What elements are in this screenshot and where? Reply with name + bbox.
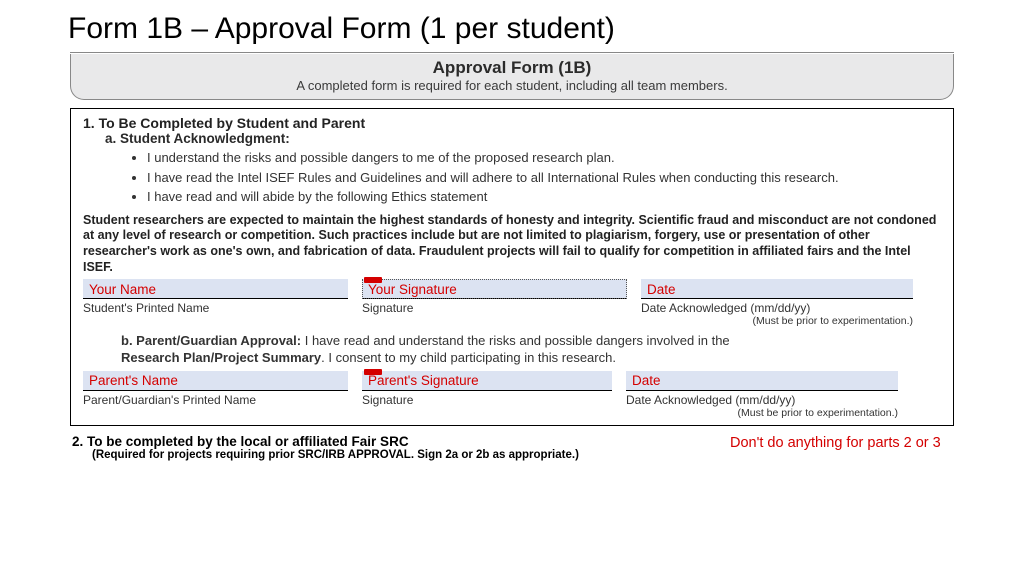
cursor-marker-icon <box>364 277 382 283</box>
student-name-label: Student's Printed Name <box>83 301 348 315</box>
cursor-marker-icon <box>364 369 382 375</box>
student-signature-row: Your Name Student's Printed Name Your Si… <box>83 279 941 327</box>
section-1-title: 1. To Be Completed by Student and Parent <box>83 115 941 131</box>
parent-signature-fill: Parent's Signature <box>368 373 479 388</box>
sub-b-text: b. Parent/Guardian Approval: I have read… <box>121 333 941 367</box>
ethics-statement: Student researchers are expected to main… <box>83 213 941 276</box>
bullet-item: I understand the risks and possible dang… <box>147 148 941 168</box>
student-date-sublabel: (Must be prior to experimentation.) <box>641 315 913 327</box>
student-signature-field[interactable]: Your Signature <box>362 279 627 299</box>
parent-date-label: Date Acknowledged (mm/dd/yy) <box>626 393 898 407</box>
bullet-item: I have read the Intel ISEF Rules and Gui… <box>147 168 941 188</box>
acknowledgment-bullets: I understand the risks and possible dang… <box>147 148 941 207</box>
section-2-title: 2. To be completed by the local or affil… <box>72 434 724 449</box>
student-name-field[interactable]: Your Name <box>83 279 348 299</box>
student-date-label: Date Acknowledged (mm/dd/yy) <box>641 301 913 315</box>
parent-date-sublabel: (Must be prior to experimentation.) <box>626 407 898 419</box>
form-header-subtitle: A completed form is required for each st… <box>81 78 943 93</box>
sub-b-lead: b. Parent/Guardian Approval: <box>121 333 305 348</box>
student-signature-fill: Your Signature <box>368 282 457 297</box>
sub-b-text1: I have read and understand the risks and… <box>305 333 730 348</box>
parent-name-label: Parent/Guardian's Printed Name <box>83 393 348 407</box>
section-1-box: 1. To Be Completed by Student and Parent… <box>70 108 954 426</box>
instruction-note: Don't do anything for parts 2 or 3 <box>724 434 954 461</box>
section-2-row: 2. To be completed by the local or affil… <box>70 434 954 461</box>
parent-date-field[interactable]: Date <box>626 371 898 391</box>
bullet-item: I have read and will abide by the follow… <box>147 187 941 207</box>
parent-signature-label: Signature <box>362 393 612 407</box>
sub-a-label: a. Student Acknowledgment: <box>105 131 941 146</box>
sub-b-text2: . I consent to my child participating in… <box>321 350 616 365</box>
section-2-subtitle: (Required for projects requiring prior S… <box>92 449 724 461</box>
form-header: Approval Form (1B) A completed form is r… <box>70 54 954 100</box>
student-signature-label: Signature <box>362 301 627 315</box>
parent-name-field[interactable]: Parent's Name <box>83 371 348 391</box>
parent-signature-row: Parent's Name Parent/Guardian's Printed … <box>83 371 941 419</box>
form-header-title: Approval Form (1B) <box>81 58 943 78</box>
student-date-field[interactable]: Date <box>641 279 913 299</box>
sub-b-bold: Research Plan/Project Summary <box>121 350 321 365</box>
slide-title: Form 1B – Approval Form (1 per student) <box>68 12 954 46</box>
parent-signature-field[interactable]: Parent's Signature <box>362 371 612 391</box>
